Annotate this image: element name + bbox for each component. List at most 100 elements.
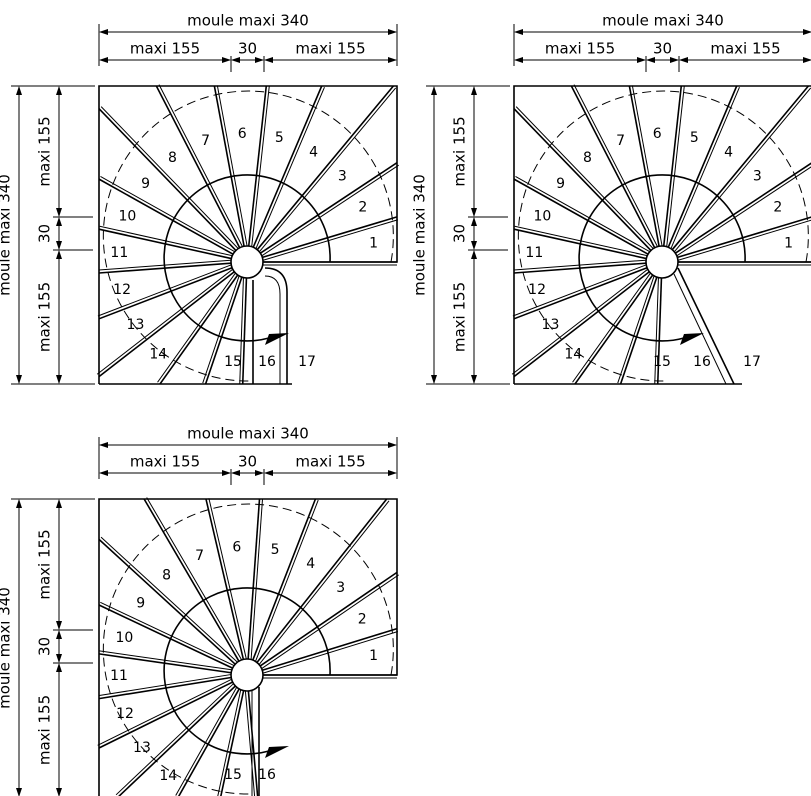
stair-plan-b: moule maxi 340 maxi 155 30 maxi 155 moule ma… — [411, 12, 811, 385]
tread-nosing — [255, 499, 319, 662]
exit-stringer — [264, 267, 288, 384]
dim-left-total: moule maxi 340 — [411, 86, 437, 384]
dim-top-middle: 30 — [646, 40, 679, 63]
tread-nosing — [100, 106, 239, 249]
dim-left-upper: maxi 155 — [451, 86, 477, 217]
step-number: 11 — [110, 245, 128, 261]
tread-nosing — [157, 272, 236, 383]
tread-edge — [671, 85, 809, 251]
step-number: 13 — [133, 740, 151, 756]
tread-nosing — [678, 219, 811, 261]
dimension-arrowhead — [16, 375, 22, 384]
dimension-arrowhead — [514, 29, 523, 35]
dimension-arrowhead — [471, 241, 477, 250]
tread-edge — [177, 688, 240, 796]
dimension-arrowhead — [56, 217, 62, 226]
tread-edge — [213, 85, 245, 247]
tread-edge — [656, 277, 663, 385]
dimension-arrowhead — [56, 241, 62, 250]
dimension-arrowhead — [514, 57, 523, 63]
walking-line — [102, 90, 394, 382]
walking-line — [517, 90, 809, 382]
tread-edge — [574, 274, 654, 385]
dim-left-lower-label: maxi 155 — [451, 282, 469, 352]
dimension-arrowhead — [264, 57, 273, 63]
dim-top-right: maxi 155 — [264, 453, 397, 476]
dim-top-middle: 30 — [231, 453, 264, 476]
dimension-arrowhead — [16, 86, 22, 95]
dimension-arrowhead — [56, 621, 62, 630]
tread-edge — [570, 85, 656, 249]
step-number: 1 — [369, 648, 378, 664]
dimension-arrowhead — [231, 57, 240, 63]
step-number: 17 — [743, 354, 761, 370]
dim-top-left: maxi 155 — [99, 40, 231, 63]
dim-left-total: moule maxi 340 — [0, 499, 22, 796]
tread-edge — [262, 216, 398, 259]
tread-edge — [143, 498, 240, 662]
tread-edge — [259, 571, 398, 667]
step-number: 17 — [298, 354, 316, 370]
dimension-arrowhead — [56, 375, 62, 384]
tread-nosing — [674, 87, 811, 252]
inner-arc — [163, 174, 331, 342]
dimension-arrowhead — [255, 57, 264, 63]
dim-left-lower: maxi 155 — [36, 250, 62, 384]
dimension-arrowhead — [99, 442, 108, 448]
tread-edge — [662, 85, 683, 247]
tread-nosing — [97, 678, 232, 746]
step-number: 7 — [195, 548, 204, 564]
tread-nosing — [244, 691, 256, 796]
tread-nosing — [515, 106, 654, 249]
step-number: 5 — [275, 130, 284, 146]
dim-left-lower-label: maxi 155 — [36, 695, 54, 765]
step-number: 16 — [693, 354, 711, 370]
tread-edge — [247, 690, 259, 796]
dimension-arrowhead — [56, 250, 62, 259]
dimension-arrowhead — [99, 470, 108, 476]
tread-edge — [513, 178, 649, 255]
tread-edge — [98, 262, 232, 274]
dim-left-upper-label: maxi 155 — [451, 116, 469, 186]
step-number: 6 — [653, 126, 662, 142]
dim-left-middle-label: 30 — [36, 224, 54, 243]
step-number: 10 — [115, 630, 133, 646]
tread-nosing — [263, 219, 399, 261]
step-number: 5 — [271, 542, 280, 558]
step-number: 9 — [141, 176, 150, 192]
tread-nosing — [573, 84, 658, 247]
dim-top-total: moule maxi 340 — [514, 12, 811, 35]
dimension-arrowhead — [471, 208, 477, 217]
step-number: 12 — [528, 282, 546, 298]
step-number: 2 — [773, 200, 782, 216]
dimension-arrowhead — [388, 29, 397, 35]
dim-top-total-label: moule maxi 340 — [187, 425, 309, 443]
step-number: 15 — [653, 354, 671, 370]
dimension-arrowhead — [803, 29, 811, 35]
tread-nosing — [146, 497, 242, 660]
tread-nosing — [670, 86, 740, 249]
exit-stringer — [677, 267, 735, 385]
tread-edge — [247, 85, 268, 247]
tread-nosing — [255, 86, 325, 249]
tread-edge — [262, 627, 398, 672]
dimension-arrowhead — [99, 57, 108, 63]
step-number: 8 — [583, 150, 592, 166]
dim-top-right: maxi 155 — [264, 40, 397, 63]
dimension-arrowhead — [646, 57, 655, 63]
dim-left-upper-label: maxi 155 — [36, 529, 54, 599]
dim-left-middle-label: 30 — [451, 224, 469, 243]
dim-left-middle: 30 — [36, 630, 62, 663]
step-number: 4 — [724, 145, 733, 161]
direction-arrow — [265, 746, 289, 758]
inner-arc — [578, 174, 746, 342]
step-number: 12 — [113, 282, 131, 298]
dim-left-middle: 30 — [451, 217, 477, 250]
step-number: 13 — [542, 317, 560, 333]
dimension-arrowhead — [637, 57, 646, 63]
step-number: 16 — [258, 767, 276, 783]
dimension-arrowhead — [99, 29, 108, 35]
dimension-arrowhead — [264, 470, 273, 476]
step-number: 3 — [336, 580, 345, 596]
stair-plan-c: moule maxi 340 maxi 155 30 maxi 155 moule ma… — [0, 425, 399, 796]
